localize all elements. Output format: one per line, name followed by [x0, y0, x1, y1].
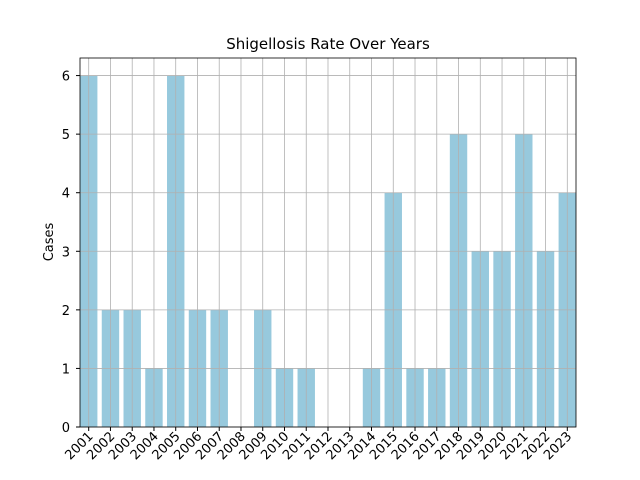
y-tick-label: 0: [62, 421, 70, 436]
y-axis-label: Cases: [42, 222, 57, 261]
chart-title: Shigellosis Rate Over Years: [226, 35, 430, 53]
y-tick-label: 5: [62, 128, 70, 143]
y-tick-label: 2: [62, 304, 70, 319]
y-tick-label: 6: [62, 70, 70, 85]
plot-frame: [79, 57, 577, 428]
y-tick-label: 1: [62, 362, 70, 377]
y-tick-label: 3: [62, 245, 70, 260]
y-tick-label: 4: [62, 187, 70, 202]
